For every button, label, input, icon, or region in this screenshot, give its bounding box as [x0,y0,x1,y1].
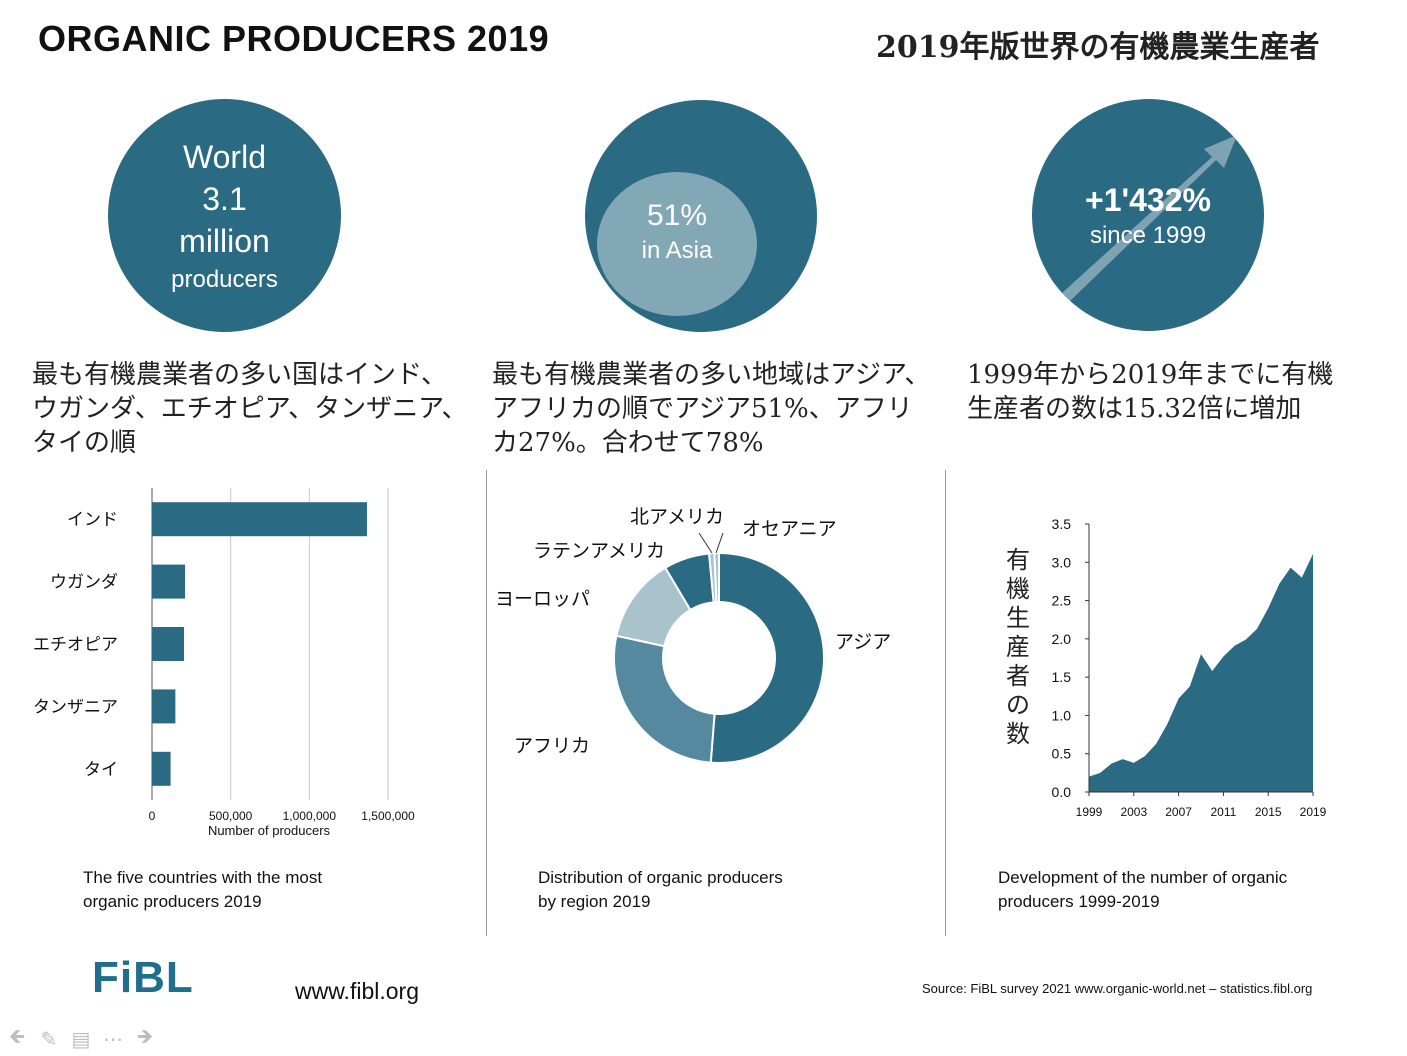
website-link[interactable]: www.fibl.org [295,978,419,1004]
bar [152,689,176,724]
y-tick-label: 1.5 [1052,669,1072,685]
world-label: World [183,139,266,175]
description-growth: 1999年から2019年までに有機 生産者の数は15.32倍に増加 [967,358,1387,426]
caption-line: The five countries with the most [83,868,323,887]
producers-area-chart: 0.0 0.5 1.0 1.5 2.0 2.5 3.0 3.5 1999 2003 2007 2011… [1006,516,1327,819]
y-axis-label-char: 生 [1006,604,1030,632]
top-countries-bar-chart: 0 500,000 1,000,000 1,500,000 Number of prod… [33,488,415,838]
more-icon[interactable]: ⋯ [103,1027,123,1051]
x-axis-label: Number of producers [208,823,331,838]
asia-inner-circle [597,172,757,316]
arrow-right-icon[interactable]: 🡺 [136,1024,154,1048]
x-tick-label: 500,000 [209,809,253,823]
description-line: カ27%。合わせて78% [492,428,764,458]
world-producers-text: World 3.1 million producers [108,136,341,298]
slice-label: ラテンアメリカ [533,540,665,562]
world-value: 3.1 [202,181,247,217]
bar [152,627,185,661]
category-label: タイ [84,760,118,780]
menu-icon[interactable]: ▤ [71,1027,91,1051]
x-tick-label: 2019 [1300,805,1327,819]
growth-circle [1032,99,1264,331]
page-title-japanese: 2019年版世界の有機農業生産者 [876,30,1320,65]
donut-slice [713,551,720,604]
x-tick-label: 1999 [1076,805,1103,819]
x-tick-label: 2007 [1165,805,1192,819]
asia-share-label: in Asia [641,237,713,264]
donut-slice [613,634,716,764]
asia-share-value: 51% [646,199,708,232]
caption-line: producers 1999-2019 [998,892,1160,911]
fibl-logo: FiBL [92,953,194,1002]
area-chart-caption: Development of the number of organic pro… [998,866,1287,914]
pencil-icon[interactable]: ✎ [40,1027,58,1051]
description-line: タイの順 [32,428,137,458]
x-tick-label: 0 [149,809,156,823]
area-series [1089,553,1313,792]
leader-line [715,532,724,554]
y-axis-label-char: の [1006,691,1030,719]
x-tick-label: 2011 [1210,805,1236,819]
y-tick-label: 0.5 [1052,746,1072,762]
category-label: タンザニア [33,697,118,717]
category-label: エチオピア [33,635,118,655]
y-tick-label: 2.0 [1052,631,1072,647]
bar [152,502,367,537]
column-divider [486,470,487,936]
caption-line: organic producers 2019 [83,892,262,911]
description-line: 最も有機農業者の多い国はインド、 [32,360,447,390]
x-tick-label: 1,500,000 [361,809,415,823]
donut-slice [709,551,825,764]
description-line: 生産者の数は15.32倍に増加 [967,394,1302,424]
y-tick-label: 2.5 [1052,593,1072,609]
y-tick-label: 1.0 [1052,707,1072,723]
growth-text: +1'432% since 1999 [1032,180,1264,252]
growth-label: since 1999 [1089,222,1207,249]
description-line: アフリカの順でアジア51%、アフリ [492,394,913,424]
description-regions: 最も有機農業者の多い地域はアジア、 アフリカの順でアジア51%、アフリ カ27%… [492,358,942,460]
slice-label: ヨーロッパ [495,588,590,610]
world-unit: million [179,223,270,259]
description-line: 1999年から2019年までに有機 [967,360,1334,390]
x-tick-label: 1,000,000 [283,809,337,823]
y-axis-label-char: 産 [1006,633,1030,661]
growth-value: +1'432% [1085,182,1211,218]
y-axis-label-char: 数 [1006,720,1030,748]
world-producers-circle [108,99,341,332]
slice-label: 北アメリカ [630,506,724,528]
caption-line: Development of the number of organic [998,868,1288,887]
bar-chart-caption: The five countries with the most organic… [83,866,322,914]
world-producers-label: producers [171,266,278,293]
y-axis-label-char: 機 [1006,575,1030,603]
bar [152,751,171,786]
category-label: ウガンダ [50,573,118,593]
bar [152,564,186,599]
page-title: ORGANIC PRODUCERS 2019 [38,18,550,59]
donut-chart-caption: Distribution of organic producers by reg… [538,866,783,914]
arrow-up-right-icon [1062,135,1237,301]
category-label: インド [67,510,118,530]
presentation-toolbar: 🡸 ✎ ▤ ⋯ 🡺 [4,1024,158,1054]
y-tick-label: 0.0 [1052,784,1072,800]
description-line: 最も有機農業者の多い地域はアジア、 [492,360,931,390]
slice-label: アジア [835,631,891,653]
caption-line: by region 2019 [538,892,651,911]
x-tick-label: 2015 [1255,805,1282,819]
y-tick-label: 3.0 [1052,554,1072,570]
y-tick-label: 3.5 [1052,516,1072,532]
source-note: Source: FiBL survey 2021 www.organic-wor… [922,981,1313,996]
slice-label: アフリカ [514,735,590,757]
asia-share-text: 51% in Asia [597,196,757,266]
column-divider [945,470,946,936]
description-line: ウガンダ、エチオピア、タンザニア、 [32,394,468,424]
slice-label: オセアニア [742,518,837,540]
arrow-left-icon[interactable]: 🡸 [8,1024,26,1048]
y-axis-label-char: 有 [1006,546,1030,574]
caption-line: Distribution of organic producers [538,868,783,887]
description-countries: 最も有機農業者の多い国はインド、 ウガンダ、エチオピア、タンザニア、 タイの順 [32,358,482,460]
y-axis-label-char: 者 [1006,662,1030,690]
x-tick-label: 2003 [1120,805,1147,819]
leader-line [698,532,713,554]
